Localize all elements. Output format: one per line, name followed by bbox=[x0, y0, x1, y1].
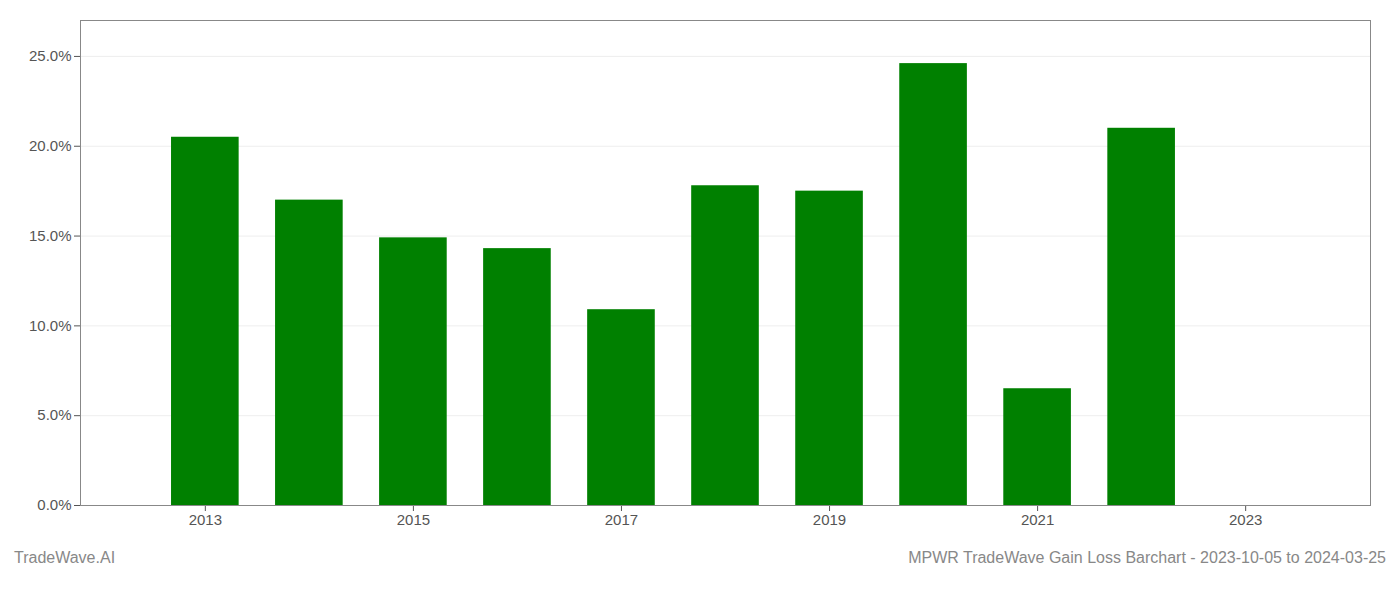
svg-text:25.0%: 25.0% bbox=[29, 47, 72, 64]
svg-text:2023: 2023 bbox=[1229, 511, 1262, 528]
svg-text:10.0%: 10.0% bbox=[29, 317, 72, 334]
svg-text:2017: 2017 bbox=[605, 511, 638, 528]
svg-text:5.0%: 5.0% bbox=[37, 406, 71, 423]
svg-text:20.0%: 20.0% bbox=[29, 137, 72, 154]
svg-text:2013: 2013 bbox=[189, 511, 222, 528]
html-text:TradeWave.AI: TradeWave.AI bbox=[14, 549, 116, 566]
svg-text:2021: 2021 bbox=[1021, 511, 1054, 528]
svg-text:2019: 2019 bbox=[813, 511, 846, 528]
html-text:MPWR TradeWave Gain Loss Barch: MPWR TradeWave Gain Loss Barchart - 2023… bbox=[908, 549, 1386, 566]
svg-text:15.0%: 15.0% bbox=[29, 227, 72, 244]
svg-text:2015: 2015 bbox=[397, 511, 430, 528]
svg-text:0.0%: 0.0% bbox=[37, 496, 71, 513]
